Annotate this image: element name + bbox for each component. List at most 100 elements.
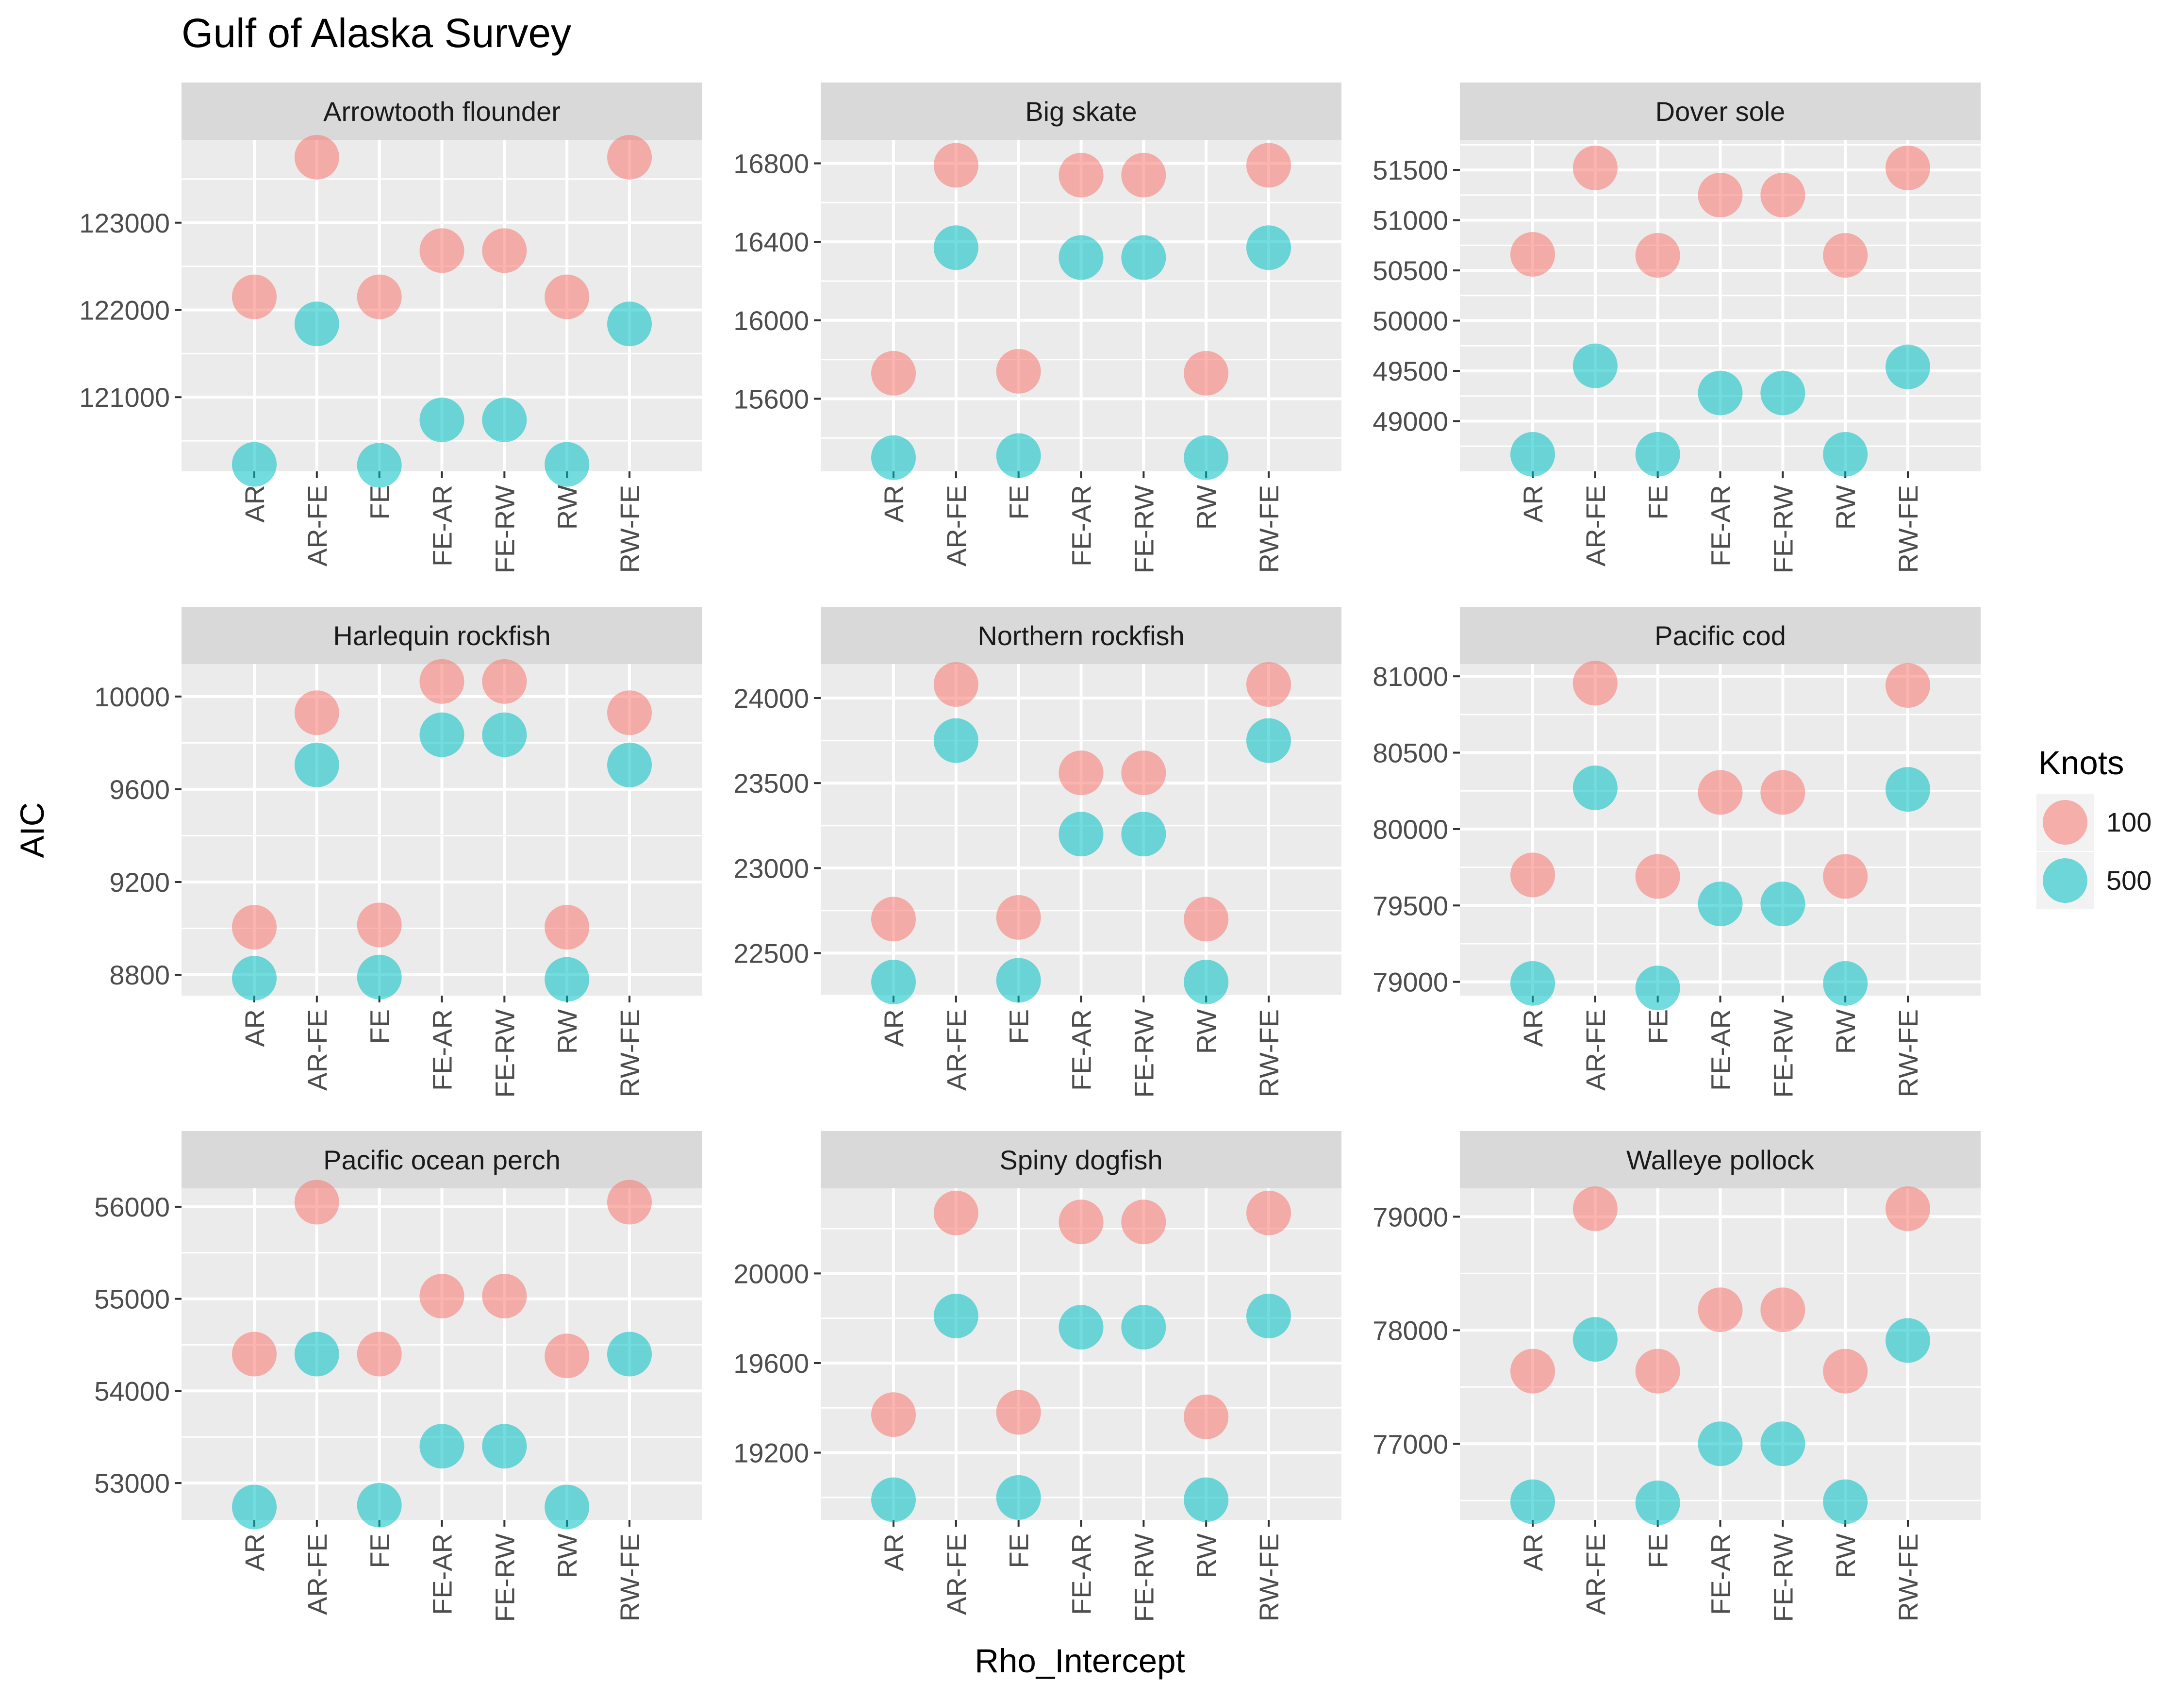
y-tick-label: 55000 xyxy=(94,1284,170,1315)
data-point xyxy=(1510,432,1555,477)
data-point xyxy=(1246,225,1291,270)
facet-strip xyxy=(821,1131,1341,1188)
data-point xyxy=(357,902,402,948)
x-tick-label: AR xyxy=(878,485,909,523)
x-tick-label: FE xyxy=(1643,1533,1673,1568)
y-tick-label: 121000 xyxy=(79,382,170,413)
data-point xyxy=(232,1332,277,1377)
data-point xyxy=(1246,1294,1291,1339)
x-tick-label: FE xyxy=(1643,1009,1673,1044)
data-point xyxy=(1184,1394,1229,1439)
data-point xyxy=(294,742,339,787)
data-point xyxy=(1184,897,1229,942)
data-point xyxy=(1246,143,1291,188)
x-tick-label: AR xyxy=(239,485,270,523)
facet-panel: Walleye pollock 77000 78000 79000 AR AR-FE FE F… xyxy=(1373,1131,1981,1622)
data-point xyxy=(482,659,527,704)
y-tick-label: 123000 xyxy=(79,208,170,238)
x-tick-label: RW-FE xyxy=(614,1009,645,1097)
data-point xyxy=(1572,661,1618,706)
data-point xyxy=(545,1333,590,1379)
facet-panel: Northern rockfish 22500 23000 23500 24000 AR A… xyxy=(733,607,1341,1098)
data-point xyxy=(1121,750,1166,796)
x-tick-label: RW-FE xyxy=(1893,1009,1923,1097)
y-tick-label: 78000 xyxy=(1373,1315,1448,1346)
x-tick-label: RW-FE xyxy=(1254,1009,1284,1097)
data-point xyxy=(545,905,590,950)
x-tick-label: FE-RW xyxy=(1128,1533,1159,1622)
legend: Knots 100 500 xyxy=(2036,744,2151,909)
facet-panel: Harlequin rockfish 8800 9200 9600 10000 AR AR-… xyxy=(94,607,702,1098)
data-point xyxy=(1059,235,1104,280)
data-point xyxy=(1886,663,1930,708)
data-point xyxy=(545,957,590,1002)
data-point xyxy=(607,134,652,180)
x-tick-label: FE xyxy=(364,1009,395,1044)
x-tick-label: FE-AR xyxy=(1705,1533,1736,1615)
y-tick-label: 20000 xyxy=(733,1258,809,1289)
data-point xyxy=(1510,1479,1555,1524)
data-point xyxy=(1059,812,1104,857)
facet-panel: Big skate 15600 16000 16400 16800 AR AR-FE FE FE… xyxy=(733,83,1341,574)
y-tick-label: 54000 xyxy=(94,1376,170,1406)
x-tick-label: FE xyxy=(1004,1533,1034,1568)
data-point xyxy=(1121,1199,1166,1245)
data-point xyxy=(1246,1190,1291,1235)
legend-key-label: 500 xyxy=(2106,865,2151,896)
x-tick-label: AR-FE xyxy=(1580,485,1611,566)
y-tick-label: 49500 xyxy=(1373,356,1448,386)
y-tick-label: 122000 xyxy=(79,295,170,325)
x-tick-label: FE-AR xyxy=(1066,485,1097,566)
x-tick-label: AR-FE xyxy=(941,1009,972,1091)
data-point xyxy=(1635,1480,1680,1525)
data-point xyxy=(232,442,277,487)
data-point xyxy=(232,956,277,1001)
x-tick-label: FE-AR xyxy=(427,485,458,566)
data-point xyxy=(1246,718,1291,763)
data-point xyxy=(1184,1477,1229,1522)
y-tick-label: 23000 xyxy=(733,853,809,883)
x-tick-label: AR-FE xyxy=(302,485,332,566)
data-point xyxy=(1510,232,1555,277)
y-tick-label: 16800 xyxy=(733,148,809,179)
facet-panels: Arrowtooth flounder 121000 122000 123000 AR A… xyxy=(79,83,1981,1622)
facet-strip-label: Harlequin rockfish xyxy=(333,620,550,651)
y-tick-label: 50000 xyxy=(1373,306,1448,336)
y-tick-label: 24000 xyxy=(733,683,809,714)
x-tick-label: RW-FE xyxy=(1893,485,1923,573)
y-tick-label: 53000 xyxy=(94,1468,170,1499)
data-point xyxy=(1760,370,1805,416)
data-point xyxy=(482,1424,527,1469)
data-point xyxy=(1698,370,1743,416)
data-point xyxy=(232,1484,277,1530)
x-tick-label: RW xyxy=(1830,485,1861,530)
data-point xyxy=(357,443,402,488)
data-point xyxy=(1635,233,1680,278)
x-tick-label: FE-AR xyxy=(1705,1009,1736,1091)
data-point xyxy=(1886,1186,1930,1232)
legend-title: Knots xyxy=(2038,744,2124,782)
data-point xyxy=(482,712,527,757)
data-point xyxy=(357,1332,402,1377)
data-point xyxy=(1760,1287,1805,1333)
x-tick-label: RW-FE xyxy=(614,1533,645,1621)
data-point xyxy=(871,435,916,480)
data-point xyxy=(933,143,978,188)
facet-strip xyxy=(182,83,702,140)
data-point xyxy=(1823,233,1868,278)
facet-strip-label: Pacific cod xyxy=(1655,620,1786,651)
x-tick-label: FE-RW xyxy=(1128,1009,1159,1098)
data-point xyxy=(1121,812,1166,857)
data-point xyxy=(933,662,978,707)
data-point xyxy=(1510,852,1555,898)
x-tick-label: FE-AR xyxy=(427,1009,458,1091)
data-point xyxy=(294,301,339,347)
data-point xyxy=(1059,1199,1104,1245)
facet-strip-label: Big skate xyxy=(1025,96,1137,127)
x-tick-label: AR xyxy=(1518,1009,1548,1047)
data-point xyxy=(1760,172,1805,217)
data-point xyxy=(419,397,464,442)
data-point xyxy=(294,134,339,180)
x-tick-label: AR xyxy=(239,1533,270,1571)
x-tick-label: FE-RW xyxy=(1768,485,1798,574)
